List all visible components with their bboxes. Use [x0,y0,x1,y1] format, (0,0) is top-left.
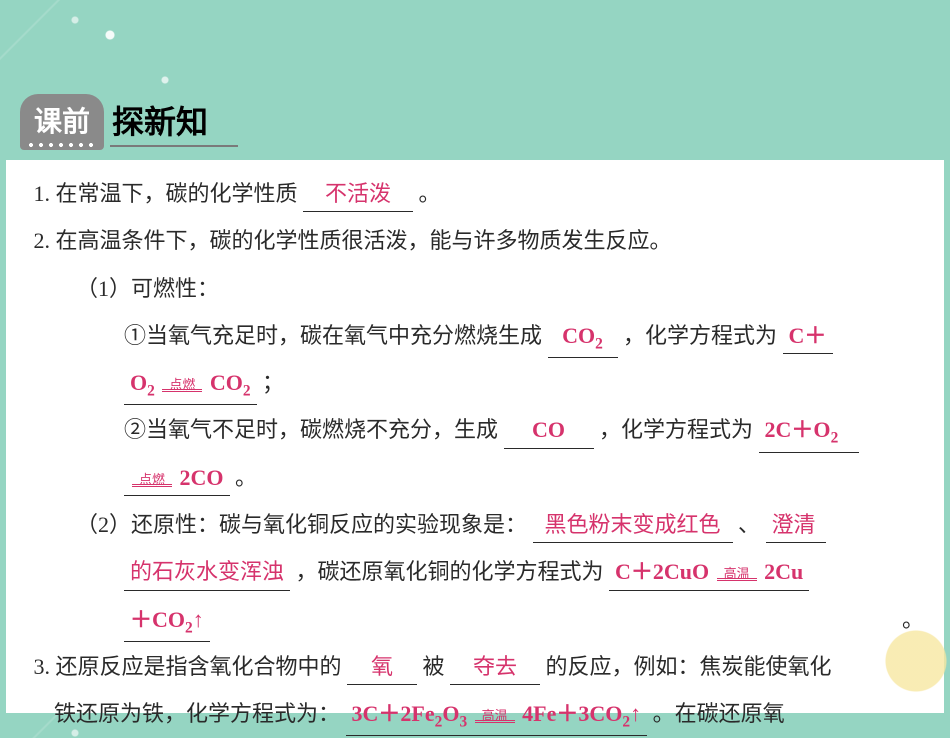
body-text: 。在碳还原氧 [653,701,785,726]
fill-blank: 澄清 [766,507,826,543]
list-item: 1. 在常温下，碳的化学性质 不活泼 。 [16,170,924,217]
equation-cont: ＋CO2↑ [124,602,210,642]
double-bar-icon [475,720,515,723]
sub-item: ①当氧气充足时，碳在氧气中充分燃烧生成 CO2 ，化学方程式为 C＋ [16,312,924,359]
product: 4Fe＋3CO2↑ [522,701,641,726]
fill-blank: 氧 [347,649,417,685]
sub-part-cont: ＋CO2↑ 。 [16,596,924,643]
double-bar-icon [717,578,757,581]
sub-part: （1）可燃性： [16,265,924,312]
body-text: 当氧气充足时，碳在氧气中充分燃烧生成 [146,323,542,348]
sub-item: ②当氧气不足时，碳燃烧不充分，生成 CO ，化学方程式为 2C＋O2 [16,406,924,453]
double-bar-icon [132,484,172,487]
content-panel: 1. 在常温下，碳的化学性质 不活泼 。 2. 在高温条件下，碳的化学性质很活泼… [6,160,944,713]
item-number: 2. [16,217,50,264]
body-text: 的反应，例如：焦炭能使氧化 [546,654,832,679]
body-text: 在高温条件下，碳的化学性质很活泼，能与许多物质发生反应。 [56,228,672,253]
item-number: 1. [16,170,50,217]
body-text: 。 [419,181,441,206]
fill-blank: CO2 [548,318,618,358]
slide-header: 课前 探新知 [20,94,238,150]
product: CO2 [210,370,251,395]
fill-blank: 黑色粉末变成红色 [533,507,733,543]
list-item: 3. 还原反应是指含氧化合物中的 氧 被 夺去 的反应，例如：焦炭能使氧化 [16,643,924,690]
reaction-arrow: 点燃 [132,473,172,487]
body-text: 当氧气不足时，碳燃烧不充分，生成 [146,417,498,442]
body-text: ，碳还原氧化铜的化学方程式为 [296,559,604,584]
body-text: 碳与氧化铜反应的实验现象是： [219,512,527,537]
fill-blank: CO [504,412,594,448]
sub-part-cont: 的石灰水变浑浊 ，碳还原氧化铜的化学方程式为 C＋2CuO 高温 2Cu [16,548,924,595]
body-text: 铁还原为铁，化学方程式为： [54,701,340,726]
body-text: ，化学方程式为 [599,417,753,442]
product: 2Cu [764,559,803,584]
sub-part: （2）还原性：碳与氧化铜反应的实验现象是： 黑色粉末变成红色 、 澄清 [16,501,924,548]
subitem-label: ① [124,323,146,348]
body-text: 、 [738,512,760,537]
list-item-cont: 铁还原为铁，化学方程式为： 3C＋2Fe2O3 高温 4Fe＋3CO2↑ 。在碳… [16,690,924,737]
equation-cont: O2 点燃 CO2 [124,365,257,405]
equation: 3C＋2Fe2O3 高温 4Fe＋3CO2↑ [346,696,648,736]
body-text: 在常温下，碳的化学性质 [56,181,298,206]
reaction-arrow: 高温 [475,709,515,723]
part-label: （1）可燃性： [76,276,219,301]
body-text: 。 [235,465,257,490]
equation-start: C＋2CuO 高温 2Cu [609,554,809,590]
fill-blank: 夺去 [450,649,540,685]
reaction-arrow: 高温 [717,567,757,581]
item-number: 3. [16,643,50,690]
corner-decoration-icon [844,613,950,733]
equation-cont: 点燃 2CO [124,460,230,496]
body-text: ； [262,370,284,395]
reactant: C＋2CuO [615,559,709,584]
body-text: ，化学方程式为 [623,323,777,348]
fill-blank: 不活泼 [303,176,413,212]
section-title: 探新知 [110,97,238,147]
body-text: 还原反应是指含氧化合物中的 [56,654,342,679]
list-item: 2. 在高温条件下，碳的化学性质很活泼，能与许多物质发生反应。 [16,217,924,264]
reaction-arrow: 点燃 [162,378,202,392]
body-text: 被 [423,654,445,679]
fill-blank-cont: 的石灰水变浑浊 [124,554,290,590]
sub-item-cont: O2 点燃 CO2 ； [16,359,924,406]
equation-start: 2C＋O2 [759,412,859,452]
reactant: 3C＋2Fe2O3 [352,701,468,726]
reactant: O2 [130,370,155,395]
product: 2CO [180,465,224,490]
double-bar-icon [162,389,202,392]
part-label: （2）还原性： [76,512,219,537]
section-badge: 课前 [20,94,104,150]
equation-start: C＋ [783,318,833,354]
sub-item-cont: 点燃 2CO 。 [16,454,924,501]
subitem-label: ② [124,417,146,442]
